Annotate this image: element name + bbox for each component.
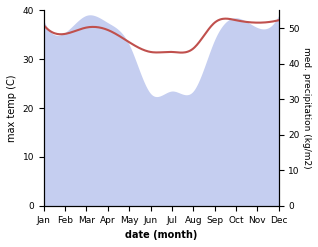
Y-axis label: med. precipitation (kg/m2): med. precipitation (kg/m2) — [302, 47, 311, 169]
Y-axis label: max temp (C): max temp (C) — [7, 74, 17, 142]
X-axis label: date (month): date (month) — [125, 230, 197, 240]
